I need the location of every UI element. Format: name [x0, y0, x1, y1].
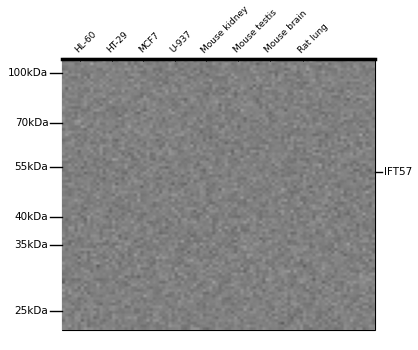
Ellipse shape	[259, 264, 280, 271]
Ellipse shape	[255, 159, 285, 179]
Text: MCF7: MCF7	[137, 30, 161, 55]
Ellipse shape	[67, 171, 93, 185]
Text: 55kDa: 55kDa	[15, 162, 48, 172]
Ellipse shape	[99, 228, 125, 241]
Ellipse shape	[227, 269, 249, 275]
Ellipse shape	[291, 234, 315, 250]
Text: IFT57: IFT57	[385, 167, 413, 177]
Ellipse shape	[67, 152, 93, 169]
Ellipse shape	[291, 160, 316, 177]
Text: Mouse kidney: Mouse kidney	[200, 4, 251, 55]
Ellipse shape	[161, 155, 189, 176]
Text: 35kDa: 35kDa	[15, 240, 48, 250]
Ellipse shape	[129, 155, 157, 176]
Ellipse shape	[194, 161, 219, 176]
Text: 70kDa: 70kDa	[15, 118, 48, 128]
Ellipse shape	[164, 218, 186, 226]
Ellipse shape	[162, 201, 188, 212]
Text: 100kDa: 100kDa	[8, 68, 48, 78]
Ellipse shape	[223, 159, 253, 179]
Ellipse shape	[69, 211, 91, 224]
Text: Rat lung: Rat lung	[297, 21, 330, 55]
Text: Mouse brain: Mouse brain	[263, 9, 309, 55]
Ellipse shape	[164, 242, 186, 249]
Ellipse shape	[224, 114, 252, 133]
Text: U-937: U-937	[168, 29, 194, 55]
Ellipse shape	[259, 269, 280, 275]
Ellipse shape	[69, 226, 91, 237]
Text: HT-29: HT-29	[105, 30, 130, 55]
Text: 25kDa: 25kDa	[15, 306, 48, 316]
Text: 40kDa: 40kDa	[15, 212, 48, 222]
Ellipse shape	[227, 264, 249, 271]
Ellipse shape	[99, 213, 125, 228]
FancyBboxPatch shape	[62, 58, 375, 330]
Text: HL-60: HL-60	[74, 29, 99, 55]
Ellipse shape	[196, 258, 217, 265]
Ellipse shape	[98, 152, 125, 183]
Text: Mouse testis: Mouse testis	[232, 8, 278, 55]
